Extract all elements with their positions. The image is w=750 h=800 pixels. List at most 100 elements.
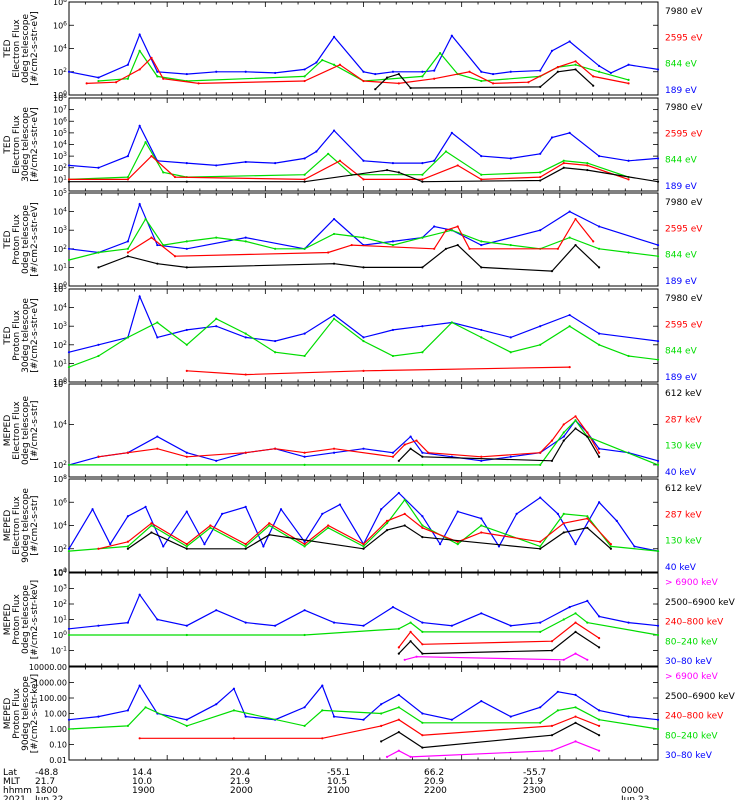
y-axis-label: Electron Flux — [12, 401, 22, 460]
footer-mlt: 20.9 — [424, 777, 444, 787]
data-point — [409, 621, 412, 624]
data-point — [215, 317, 218, 320]
data-point — [385, 529, 389, 532]
data-point — [327, 526, 330, 529]
data-point — [438, 52, 442, 55]
panel-4-series-red — [186, 366, 570, 376]
y-axis-label: TED — [3, 230, 13, 249]
y-tick-label: 105 — [53, 188, 67, 198]
data-point — [456, 164, 459, 167]
y-tick-label: 100 — [53, 630, 67, 640]
data-point — [562, 512, 565, 515]
data-point — [156, 70, 159, 73]
footer-hhmm: 1900 — [132, 786, 155, 796]
data-point — [315, 150, 318, 153]
y-axis-label: 90deg telescope — [21, 676, 31, 751]
data-point — [97, 79, 100, 83]
data-point — [598, 646, 601, 649]
data-point — [303, 332, 306, 335]
data-point — [550, 270, 554, 273]
data-point — [480, 612, 483, 615]
y-axis-label: Proton Flux — [12, 688, 22, 739]
data-point — [539, 706, 542, 709]
data-point — [598, 709, 601, 712]
data-point — [397, 749, 400, 752]
y-tick-label: 1.00 — [49, 725, 67, 734]
data-point — [362, 547, 365, 550]
data-point — [391, 162, 395, 165]
data-point — [409, 630, 412, 634]
data-point — [338, 159, 342, 162]
data-point — [303, 451, 306, 454]
data-point — [509, 351, 512, 354]
data-point — [362, 545, 365, 548]
data-point — [67, 463, 71, 466]
y-tick-label: 102 — [53, 599, 67, 609]
data-point — [138, 593, 141, 596]
y-tick-label: 104 — [53, 521, 67, 531]
data-point — [586, 431, 589, 434]
data-point — [598, 724, 601, 728]
data-point — [215, 703, 218, 706]
data-point — [656, 339, 660, 343]
data-point — [215, 70, 218, 73]
data-point — [421, 621, 424, 624]
data-point — [274, 247, 277, 250]
data-point — [409, 435, 412, 438]
data-point — [185, 455, 188, 458]
data-point — [244, 336, 247, 339]
data-point — [586, 515, 589, 518]
data-point — [244, 545, 247, 548]
data-point — [397, 82, 400, 85]
panel-7-series-red — [398, 621, 600, 648]
legend-entry: 30–80 keV — [665, 751, 713, 761]
legend-entry: 130 keV — [665, 537, 702, 547]
y-tick-label: 100 — [53, 281, 67, 291]
data-point — [562, 166, 565, 169]
data-point — [391, 606, 395, 609]
data-point — [598, 749, 601, 752]
data-point — [409, 86, 412, 90]
data-point — [421, 70, 424, 73]
data-point — [303, 543, 306, 546]
footer-date: Jun 23 — [620, 795, 649, 800]
data-point — [126, 251, 129, 254]
data-point — [562, 658, 565, 661]
data-point — [480, 79, 483, 83]
data-point — [550, 734, 554, 737]
panel-4-series-blue — [68, 294, 659, 353]
data-point — [156, 447, 159, 450]
data-point — [67, 727, 71, 731]
legend-entry: 2595 eV — [665, 33, 703, 43]
y-tick-label: 104 — [53, 568, 67, 578]
data-point — [67, 180, 71, 183]
data-point — [539, 325, 542, 328]
panel-3-frame — [68, 192, 659, 287]
data-point — [656, 718, 660, 721]
data-point — [568, 325, 571, 328]
data-point — [173, 175, 177, 179]
data-point — [586, 526, 589, 529]
legend-entry: > 6900 keV — [665, 578, 719, 588]
data-point — [433, 247, 436, 250]
y-tick-label: 103 — [53, 321, 67, 331]
data-point — [598, 70, 601, 73]
y-tick-label: 108 — [53, 93, 67, 103]
y-tick-label: 102 — [53, 244, 67, 254]
data-point — [274, 351, 277, 354]
data-point — [556, 247, 559, 250]
data-point — [491, 82, 495, 85]
data-point — [244, 451, 247, 454]
data-point — [397, 652, 400, 655]
footer-mlt: 21.7 — [35, 777, 55, 787]
data-point — [209, 526, 212, 529]
data-point — [562, 162, 565, 165]
data-point — [450, 321, 453, 324]
data-point — [409, 755, 412, 759]
legend-entry: 2500–6900 keV — [665, 598, 736, 608]
y-tick-label: 102 — [53, 340, 67, 350]
legend-entry: 287 keV — [665, 415, 702, 425]
data-point — [397, 706, 400, 709]
data-point — [397, 459, 400, 462]
